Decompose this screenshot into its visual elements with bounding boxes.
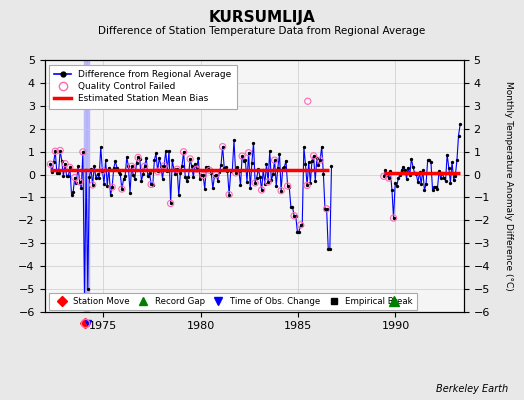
Point bbox=[316, 157, 324, 163]
Point bbox=[238, 153, 246, 159]
Point bbox=[79, 149, 87, 155]
Point bbox=[118, 186, 126, 192]
Point bbox=[167, 200, 175, 207]
Point bbox=[264, 179, 272, 185]
Point bbox=[303, 182, 311, 189]
Point bbox=[140, 163, 149, 170]
Text: Berkeley Earth: Berkeley Earth bbox=[436, 384, 508, 394]
Point bbox=[225, 191, 233, 198]
Point bbox=[186, 156, 194, 162]
Point bbox=[134, 154, 143, 161]
Point bbox=[379, 173, 388, 180]
Point bbox=[297, 222, 305, 228]
Y-axis label: Monthly Temperature Anomaly Difference (°C): Monthly Temperature Anomaly Difference (… bbox=[504, 81, 513, 291]
Point bbox=[147, 181, 155, 188]
Point bbox=[66, 164, 74, 170]
Point bbox=[179, 149, 188, 155]
Text: KURSUMLIJA: KURSUMLIJA bbox=[209, 10, 315, 25]
Point bbox=[192, 166, 201, 172]
Point bbox=[199, 172, 208, 178]
Point bbox=[51, 148, 59, 154]
Legend: Station Move, Record Gap, Time of Obs. Change, Empirical Break: Station Move, Record Gap, Time of Obs. C… bbox=[49, 293, 417, 310]
Point bbox=[219, 144, 227, 150]
Point bbox=[160, 163, 168, 169]
Point bbox=[283, 183, 292, 189]
Point bbox=[98, 167, 106, 174]
Point bbox=[251, 180, 259, 186]
Point bbox=[61, 160, 69, 167]
Point bbox=[303, 98, 312, 104]
Point bbox=[309, 153, 318, 159]
Point bbox=[322, 206, 331, 212]
Point bbox=[277, 188, 285, 194]
Point bbox=[71, 174, 79, 181]
Point bbox=[257, 187, 266, 193]
Point bbox=[205, 167, 214, 174]
Point bbox=[212, 172, 220, 178]
Point bbox=[270, 157, 279, 163]
Point bbox=[108, 184, 116, 190]
Text: Difference of Station Temperature Data from Regional Average: Difference of Station Temperature Data f… bbox=[99, 26, 425, 36]
Point bbox=[173, 166, 181, 172]
Point bbox=[75, 179, 84, 185]
Point bbox=[46, 161, 54, 167]
Point bbox=[56, 147, 64, 154]
Point bbox=[232, 170, 240, 176]
Point bbox=[154, 168, 162, 174]
Point bbox=[385, 175, 393, 181]
Point bbox=[127, 163, 136, 170]
Point bbox=[89, 182, 97, 188]
Point bbox=[389, 215, 398, 221]
Point bbox=[290, 212, 298, 219]
Point bbox=[244, 150, 253, 156]
